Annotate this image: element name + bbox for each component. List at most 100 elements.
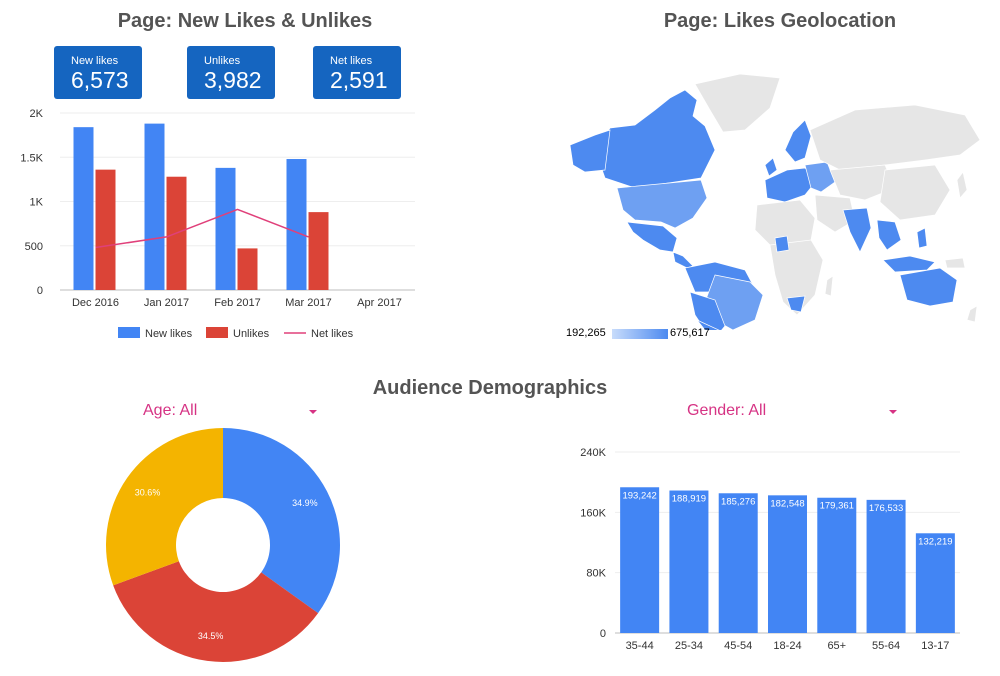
map-region-japan[interactable]	[956, 171, 968, 199]
y-tick-label: 0	[37, 285, 43, 297]
geo-panel-title: Page: Likes Geolocation	[663, 10, 897, 32]
bar-value-label: 193,242	[622, 490, 656, 501]
slice-label: 30.6%	[135, 487, 161, 497]
map-region-alaska[interactable]	[569, 129, 611, 173]
x-tick-label: 45-54	[724, 640, 752, 652]
map-region-scandinavia[interactable]	[784, 119, 812, 163]
map-region-central-asia[interactable]	[829, 164, 896, 201]
map-legend-min: 192,265	[566, 327, 606, 339]
bar-value-label: 132,219	[918, 536, 952, 547]
map-region-greenland[interactable]	[694, 73, 781, 133]
donut-slice	[113, 561, 319, 662]
map-region-south-africa[interactable]	[786, 295, 806, 313]
chevron-down-icon	[889, 410, 897, 414]
map-region-eastern-europe[interactable]	[804, 161, 836, 193]
legend-label: Unlikes	[233, 328, 270, 340]
bar	[718, 493, 758, 633]
age-donut-chart: 34.9% 34.5% 30.6%	[105, 428, 340, 662]
likes-chart: 0 500 1K 1.5K 2K Dec 2016 Jan 2017 Feb 2017 Mar …	[20, 108, 415, 340]
kpi-value: 3,982	[204, 67, 262, 93]
x-tick-label: Jan 2017	[144, 297, 189, 309]
donut-slice	[105, 428, 223, 586]
bar-value-label: 182,548	[770, 498, 804, 509]
map-region-mexico[interactable]	[626, 221, 678, 253]
gender-filter-dropdown[interactable]: Gender: All	[687, 402, 899, 422]
kpi-unlikes: Unlikes 3,982	[187, 46, 275, 99]
map-region-australia[interactable]	[899, 267, 958, 307]
bar-value-label: 179,361	[820, 501, 854, 512]
bar-unlikes	[308, 212, 329, 290]
slice-label: 34.9%	[292, 498, 318, 508]
y-tick-label: 240K	[580, 447, 606, 459]
y-tick-label: 500	[25, 241, 43, 253]
kpi-value: 2,591	[330, 67, 388, 93]
y-tick-label: 1K	[30, 197, 44, 209]
y-tick-label: 80K	[586, 568, 606, 580]
x-tick-label: 18-24	[773, 640, 801, 652]
demographics-title: Audience Demographics	[372, 377, 608, 399]
age-filter-label: Age: All	[143, 402, 198, 419]
world-map[interactable]	[565, 70, 995, 330]
kpi-label: New likes	[71, 55, 119, 67]
bar	[817, 497, 857, 633]
map-region-southeast-asia[interactable]	[876, 219, 902, 251]
map-legend-gradient	[612, 329, 668, 339]
y-tick-label: 0	[600, 628, 606, 640]
bar-value-label: 185,276	[721, 496, 755, 507]
gender-filter-label: Gender: All	[687, 402, 767, 419]
bar-new-likes	[286, 159, 307, 290]
bar	[768, 495, 807, 633]
bar-new-likes	[144, 123, 165, 291]
kpi-net-likes: Net likes 2,591	[313, 46, 401, 99]
y-tick-label: 2K	[30, 108, 44, 120]
map-region-indonesia[interactable]	[882, 255, 936, 273]
bar-value-label: 188,919	[672, 494, 706, 505]
y-tick-label: 1.5K	[20, 152, 43, 164]
map-region-middle-east[interactable]	[814, 194, 856, 233]
legend-swatch	[206, 327, 228, 338]
map-region-china[interactable]	[879, 164, 951, 221]
bar-value-label: 176,533	[869, 503, 903, 514]
kpi-label: Net likes	[330, 55, 373, 67]
donut-slice	[223, 428, 340, 614]
map-region-papua[interactable]	[944, 257, 966, 269]
x-tick-label: 25-34	[675, 640, 703, 652]
bar-new-likes	[215, 167, 236, 290]
x-tick-label: Mar 2017	[285, 297, 331, 309]
x-tick-label: 35-44	[626, 640, 654, 652]
bar-unlikes	[95, 169, 116, 290]
gender-bar-chart: 0 80K 160K 240K 193,242 35-44 188,919 25-34 185,…	[580, 447, 960, 652]
x-tick-label: Feb 2017	[214, 297, 260, 309]
line-net-likes	[95, 208, 309, 249]
kpi-value: 6,573	[71, 67, 129, 93]
x-tick-label: 13-17	[921, 640, 949, 652]
map-region-russia[interactable]	[809, 104, 981, 171]
map-region-madagascar[interactable]	[824, 275, 834, 297]
kpi-label: Unlikes	[204, 55, 241, 67]
kpi-new-likes: New likes 6,573	[54, 46, 142, 99]
map-region-africa-south[interactable]	[769, 239, 824, 316]
likes-panel-title: Page: New Likes & Unlikes	[117, 10, 373, 32]
bar	[620, 487, 660, 633]
bar-new-likes	[73, 127, 94, 290]
bar	[915, 533, 955, 633]
map-region-uk[interactable]	[764, 157, 778, 177]
legend-label: Net likes	[311, 328, 354, 340]
map-legend-max: 675,617	[670, 327, 710, 339]
map-region-philippines[interactable]	[916, 227, 928, 249]
x-tick-label: 65+	[827, 640, 846, 652]
bar	[866, 499, 906, 633]
map-region-central-america[interactable]	[672, 251, 694, 269]
map-region-new-zealand[interactable]	[966, 305, 978, 323]
y-tick-label: 160K	[580, 507, 606, 519]
map-legend: 192,265 675,617	[566, 325, 710, 341]
age-filter-dropdown[interactable]: Age: All	[143, 402, 318, 422]
map-region-canada[interactable]	[594, 89, 716, 189]
map-region-india[interactable]	[842, 207, 872, 253]
bar	[669, 490, 709, 633]
legend-label: New likes	[145, 328, 193, 340]
x-tick-label: 55-64	[872, 640, 900, 652]
map-region-usa[interactable]	[616, 179, 708, 229]
map-region-argentina[interactable]	[696, 319, 723, 330]
map-region-nigeria[interactable]	[774, 235, 790, 253]
